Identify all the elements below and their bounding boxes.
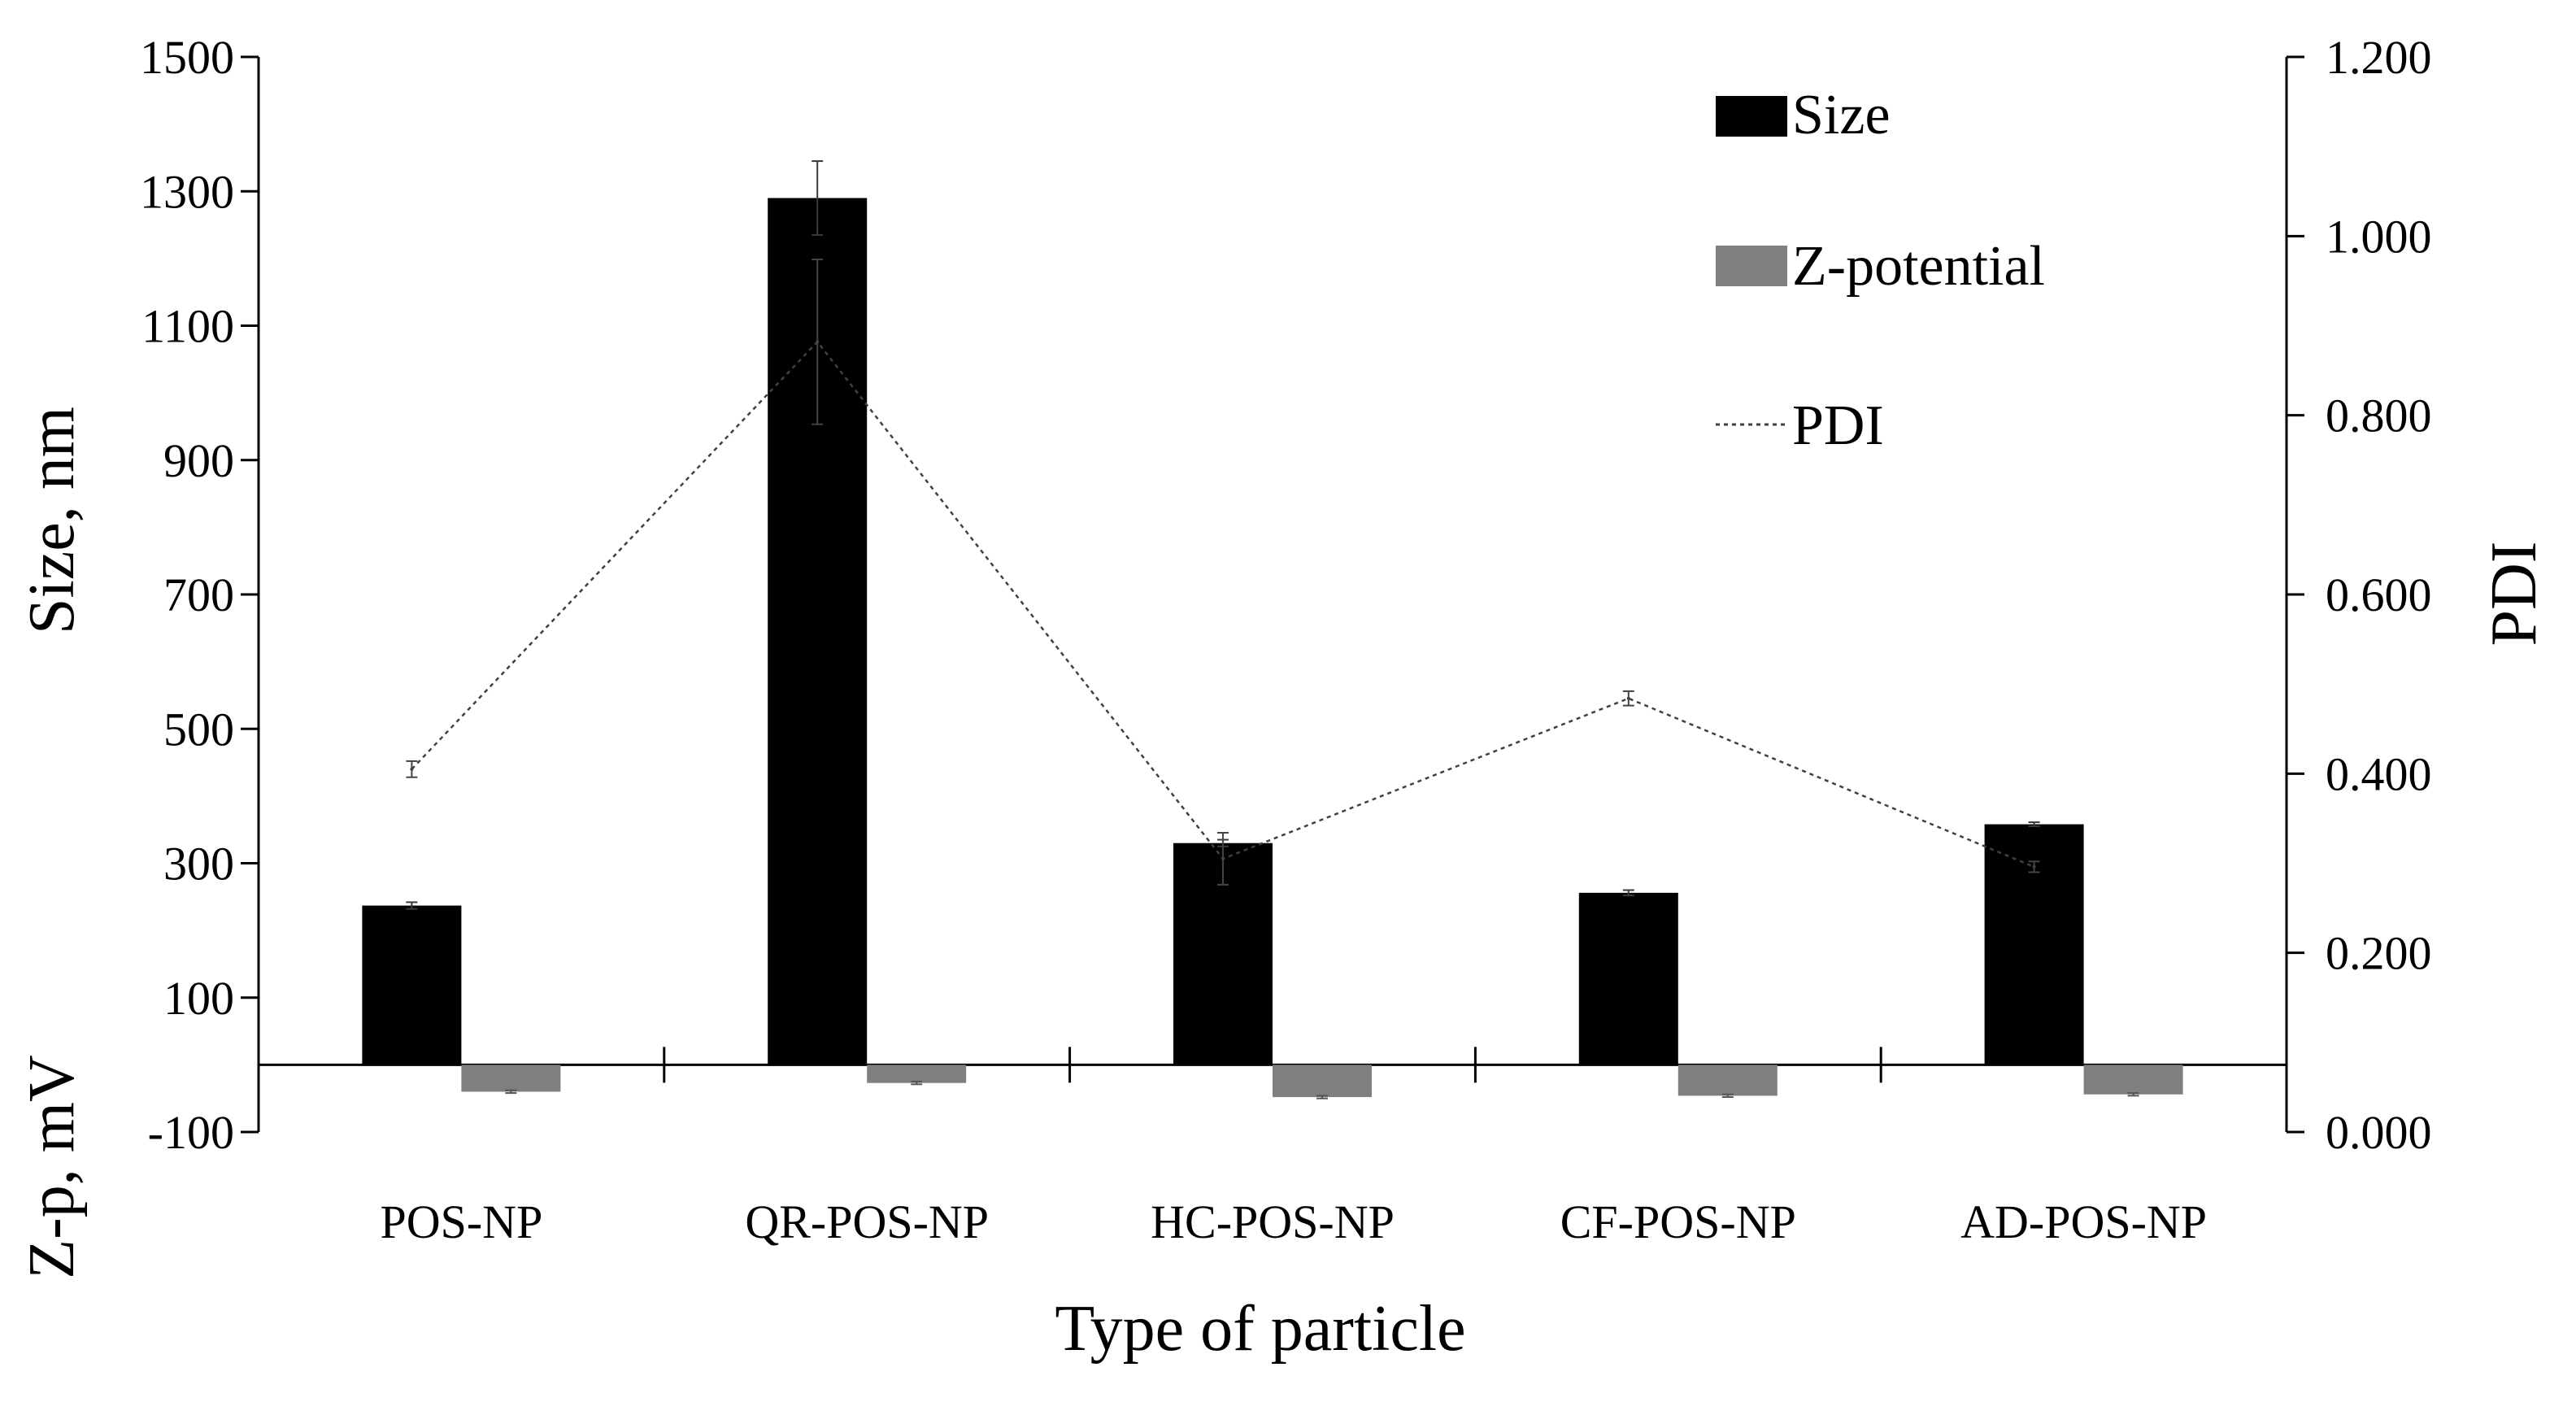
y-axis-title-size: Size, nm <box>16 407 88 634</box>
y-tick-label-right: 0.800 <box>2326 390 2432 442</box>
x-tick-label: HC-POS-NP <box>1151 1195 1395 1248</box>
y-tick-label-right: 0.400 <box>2326 747 2432 800</box>
bar-size <box>362 905 462 1065</box>
legend: Size Z-potential PDI <box>1716 84 2045 457</box>
y-tick-label-left: 700 <box>163 568 234 621</box>
y-tick-label-left: 100 <box>163 972 234 1025</box>
y-tick-label-left: 500 <box>163 703 234 755</box>
bars <box>362 160 2183 1099</box>
y-tick-label-right: 1.200 <box>2326 31 2432 84</box>
legend-label-zpotential: Z-potential <box>1792 235 2045 298</box>
x-tick-label: CF-POS-NP <box>1560 1195 1796 1248</box>
bar-zpotential <box>867 1065 967 1083</box>
y-tick-label-right: 0.200 <box>2326 927 2432 980</box>
bar-zpotential <box>1677 1065 1778 1096</box>
x-tick-label: QR-POS-NP <box>745 1195 989 1248</box>
y-tick-label-right: 0.600 <box>2326 568 2432 621</box>
pdi-line <box>411 340 2035 869</box>
y-tick-label-left: -100 <box>148 1106 234 1159</box>
legend-swatch-zpotential <box>1716 246 1787 286</box>
legend-swatch-size <box>1716 96 1787 137</box>
pdi-series <box>406 258 2040 886</box>
y-tick-label-left: 1100 <box>141 300 234 353</box>
bar-size <box>1984 824 2084 1065</box>
x-tick-label: POS-NP <box>380 1195 542 1248</box>
bar-zpotential <box>461 1065 561 1092</box>
labels: -100 100 300 500 700 900 1100 1300 1500 0.000 0.20… <box>140 31 2432 1248</box>
y-tick-label-left: 900 <box>163 434 234 487</box>
y-tick-label-right: 0.000 <box>2326 1106 2432 1159</box>
legend-label-size: Size <box>1792 84 1891 146</box>
y-tick-label-left: 1300 <box>140 165 234 218</box>
bar-zpotential <box>2083 1065 2183 1095</box>
x-axis-title: Type of particle <box>1055 1293 1465 1365</box>
y-tick-label-left: 1500 <box>140 31 234 84</box>
x-tick-label: AD-POS-NP <box>1960 1195 2207 1248</box>
y-tick-label-left: 300 <box>163 838 234 890</box>
y-axis-title-zp: Z-p, mV <box>16 1055 88 1279</box>
y-tick-label-right: 1.000 <box>2326 210 2432 263</box>
bar-zpotential <box>1273 1065 1372 1098</box>
legend-label-pdi: PDI <box>1792 394 1884 457</box>
y-axis-title-pdi: PDI <box>2478 542 2550 647</box>
bar-size <box>1578 892 1678 1065</box>
